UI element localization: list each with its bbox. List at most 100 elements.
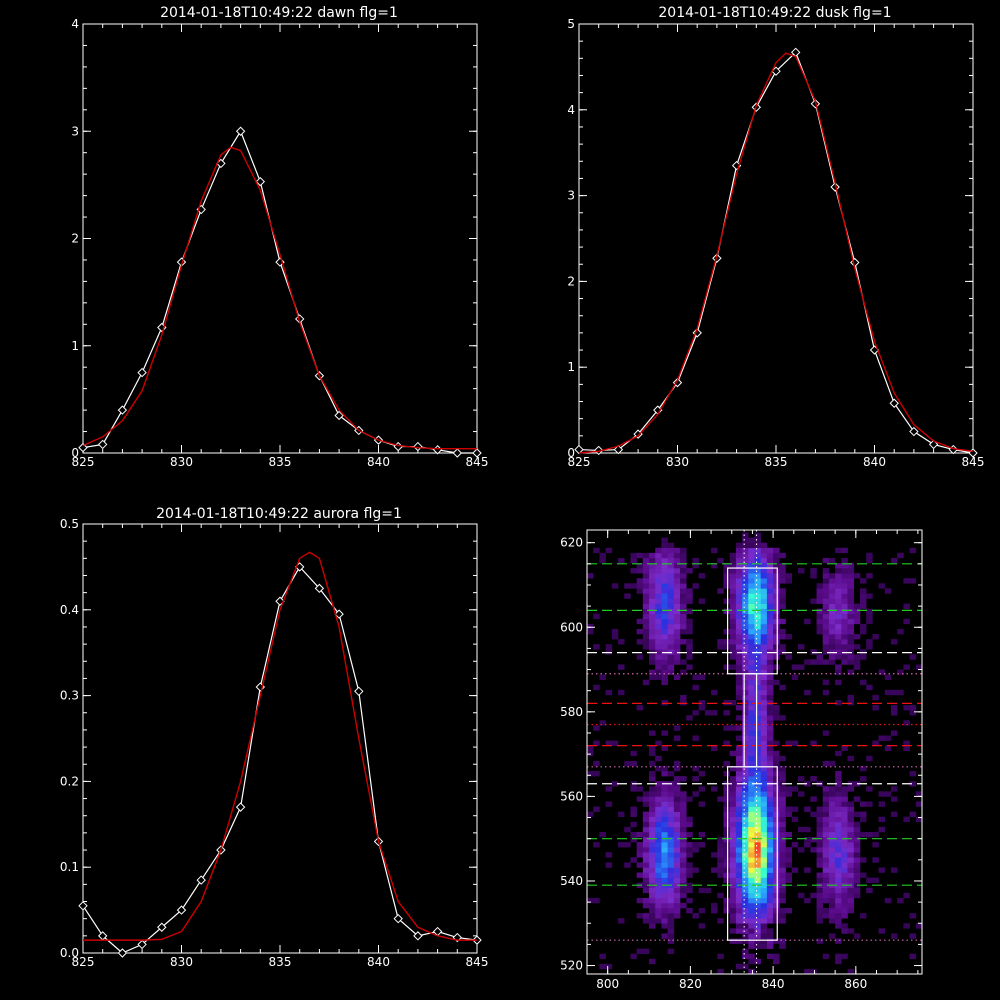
heatmap-cell — [760, 730, 768, 736]
heatmap-cell — [717, 852, 724, 858]
heatmap-cell — [816, 588, 824, 594]
aurora-y-tick-label: 0.1 — [60, 860, 79, 874]
heatmap-cell — [828, 908, 836, 914]
heatmap-cell — [735, 908, 743, 914]
heatmap-cell — [847, 654, 855, 660]
aurora-data-line — [82, 565, 478, 954]
heatmap-cell — [717, 796, 724, 802]
heatmap-cell — [766, 654, 774, 660]
heatmap-cell — [717, 862, 724, 868]
heatmap-cell — [717, 953, 724, 960]
heatmap-cell — [754, 816, 761, 823]
heatmap-cell — [723, 847, 730, 853]
heatmap-cell — [754, 776, 761, 782]
heatmap-cell — [636, 628, 644, 635]
heatmap-cell — [649, 958, 656, 965]
heatmap-cell — [680, 796, 687, 802]
heatmap-cell — [729, 578, 737, 584]
heatmap-cell — [673, 634, 681, 640]
heatmap-cell — [890, 689, 898, 696]
heatmap-cell — [766, 552, 774, 559]
heatmap-cell — [680, 791, 687, 797]
heatmap-cell — [673, 826, 681, 833]
heatmap-cell — [655, 628, 662, 635]
heatmap-cell — [630, 811, 637, 817]
heatmap-cell — [828, 593, 836, 599]
heatmap-cell — [729, 593, 737, 599]
heatmap-cell — [754, 562, 761, 569]
heatmap-cell — [723, 842, 730, 848]
heatmap-cell — [748, 867, 755, 873]
heatmap-cell — [742, 674, 749, 680]
heatmap-cell — [735, 639, 743, 645]
heatmap-cell — [673, 654, 681, 660]
heatmap-cell — [692, 674, 699, 680]
heatmap-cell — [816, 831, 824, 838]
heatmap-cell — [748, 684, 755, 691]
heatmap-cell — [735, 918, 743, 924]
heatmap-cell — [642, 887, 650, 894]
heatmap-cell — [636, 618, 644, 625]
heatmap-cell — [667, 786, 675, 792]
heatmap-cell — [686, 862, 693, 868]
heatmap-cell — [735, 735, 743, 741]
heatmap-cell — [847, 801, 855, 807]
heatmap-cell — [766, 796, 774, 802]
heatmap-cell — [859, 765, 867, 772]
heatmap-cell — [680, 608, 687, 615]
dawn-data-point — [97, 439, 108, 450]
heatmap-cell — [680, 618, 687, 625]
heatmap-cell — [785, 811, 793, 817]
heatmap-plot-frame — [586, 529, 923, 975]
heatmap-cell — [866, 887, 873, 894]
heatmap-cell — [754, 699, 761, 706]
heatmap-cell — [890, 933, 898, 939]
heatmap-cell — [785, 831, 793, 838]
heatmap-cell — [828, 842, 836, 848]
heatmap-cell — [773, 953, 780, 960]
heatmap-cell — [766, 776, 774, 782]
heatmap-cell — [673, 908, 681, 914]
heatmap-cell — [735, 628, 743, 635]
heatmap-cell — [735, 694, 743, 701]
heatmap-cell — [673, 847, 681, 853]
heatmap-cell — [766, 857, 774, 863]
heatmap-cell — [766, 557, 774, 564]
heatmap-cell — [742, 659, 749, 665]
heatmap-cell — [742, 750, 749, 757]
heatmap-cell — [742, 857, 749, 863]
heatmap-cell — [779, 811, 786, 817]
heatmap-cell — [853, 877, 861, 883]
heatmap-cell — [729, 847, 737, 853]
heatmap-cell — [742, 720, 749, 726]
heatmap-cell — [791, 786, 799, 792]
heatmap-cell — [754, 831, 761, 838]
heatmap-cell — [667, 862, 675, 868]
heatmap-cell — [841, 791, 848, 797]
heatmap-cell — [760, 552, 768, 559]
heatmap-cell — [649, 639, 656, 645]
heatmap-cell — [735, 583, 743, 589]
heatmap-cell — [735, 608, 743, 615]
heatmap-cell — [667, 644, 675, 650]
heatmap-cell — [890, 786, 898, 792]
heatmap-cell — [766, 613, 774, 620]
heatmap-cell — [835, 953, 842, 960]
aurora-fit-line — [83, 551, 477, 941]
heatmap-cell — [667, 613, 675, 620]
aurora-data-point — [176, 905, 187, 915]
heatmap-cell — [822, 598, 830, 604]
heatmap-cell — [822, 836, 830, 843]
heatmap-cell — [661, 867, 668, 873]
heatmap-cell — [636, 831, 644, 838]
heatmap-cell — [593, 613, 600, 620]
heatmap-cell — [711, 745, 718, 752]
heatmap-cell — [828, 821, 836, 828]
heatmap-cell — [742, 588, 749, 594]
heatmap-cell — [655, 857, 662, 863]
heatmap-cell — [890, 811, 898, 817]
heatmap-cell — [661, 771, 668, 777]
heatmap-cell — [853, 857, 861, 863]
heatmap-cell — [754, 644, 761, 650]
heatmap-cell — [779, 918, 786, 924]
